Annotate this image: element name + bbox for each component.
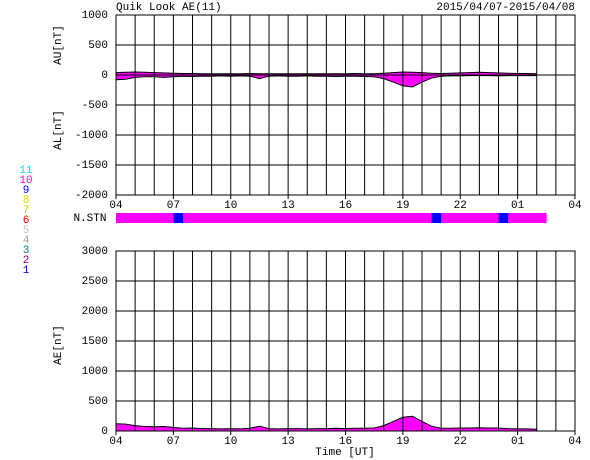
- station-cell: [355, 213, 365, 223]
- station-cell: [326, 213, 337, 223]
- x-tick-label: 10: [224, 436, 237, 448]
- station-cell: [441, 213, 451, 223]
- station-cell: [383, 213, 394, 223]
- station-cell: [163, 213, 174, 223]
- x-tick-label: 22: [454, 436, 467, 448]
- station-cell: [527, 213, 538, 223]
- station-cell: [450, 213, 461, 223]
- y-tick-label: 1500: [82, 336, 108, 348]
- y-tick-label: 1000: [82, 366, 108, 378]
- station-cell: [345, 213, 356, 223]
- station-cell: [144, 213, 155, 223]
- x-tick-label: 01: [511, 436, 525, 448]
- chart-title: Quik Look AE(11): [116, 2, 222, 14]
- x-tick-label: 07: [167, 436, 180, 448]
- station-cell: [202, 213, 212, 223]
- station-legend-entry: 11: [19, 165, 33, 177]
- station-cell: [135, 213, 145, 223]
- y-tick-label: 500: [88, 40, 108, 52]
- y-tick-label: -500: [82, 100, 108, 112]
- date-range: 2015/04/07-2015/04/08: [436, 2, 575, 14]
- station-legend-entry: 5: [23, 225, 30, 237]
- station-cell: [364, 213, 375, 223]
- x-tick-label: 19: [396, 436, 409, 448]
- station-cell: [393, 213, 404, 223]
- station-cell: [412, 213, 423, 223]
- station-cell: [249, 213, 260, 223]
- station-cell: [211, 213, 222, 223]
- station-cell: [402, 213, 413, 223]
- x-tick-label: 07: [167, 200, 180, 212]
- x-axis-label: Time [UT]: [315, 447, 374, 459]
- station-cell: [498, 213, 509, 223]
- station-cell: [173, 213, 184, 223]
- x-tick-label: 04: [568, 200, 582, 212]
- station-cell: [192, 213, 203, 223]
- x-tick-label: 13: [282, 436, 295, 448]
- y-tick-label: 3000: [82, 246, 108, 258]
- x-tick-label: 16: [339, 436, 352, 448]
- station-cell: [431, 213, 442, 223]
- y-axis-label: AU[nT]: [53, 25, 65, 65]
- station-cell: [125, 213, 136, 223]
- x-tick-label: 22: [454, 200, 467, 212]
- y-tick-label: 0: [101, 426, 108, 438]
- y-axis-label: AE[nT]: [53, 325, 65, 365]
- station-cell: [488, 213, 499, 223]
- station-cell: [316, 213, 327, 223]
- station-cell: [335, 213, 346, 223]
- station-cell: [297, 213, 308, 223]
- x-tick-label: 04: [568, 436, 582, 448]
- station-cell: [278, 213, 289, 223]
- station-cell: [240, 213, 251, 223]
- plot-frame: [115, 14, 576, 196]
- station-cell: [479, 213, 490, 223]
- y-tick-label: 2500: [82, 276, 108, 288]
- y-tick-label: 1000: [82, 10, 108, 22]
- x-tick-label: 10: [224, 200, 237, 212]
- station-legend-entry: 7: [23, 205, 30, 217]
- station-cell: [154, 213, 165, 223]
- x-tick-label: 19: [396, 200, 409, 212]
- station-legend-entry: 2: [23, 255, 30, 267]
- x-tick-label: 04: [109, 436, 123, 448]
- x-tick-label: 04: [109, 200, 123, 212]
- y-tick-label: -1000: [75, 130, 108, 142]
- station-cell: [374, 213, 385, 223]
- y-tick-label: 2000: [82, 306, 108, 318]
- station-legend-entry: 3: [23, 245, 30, 257]
- strip-label: N.STN: [73, 213, 106, 225]
- y-tick-label: 500: [88, 396, 108, 408]
- station-cell: [307, 213, 318, 223]
- station-cell: [269, 213, 279, 223]
- station-cell: [182, 213, 193, 223]
- station-cell: [536, 213, 547, 223]
- station-cell: [230, 213, 241, 223]
- station-legend-entry: 6: [23, 215, 30, 227]
- station-cell: [508, 213, 518, 223]
- station-cell: [517, 213, 528, 223]
- station-legend-entry: 9: [23, 185, 30, 197]
- y-tick-label: 0: [101, 70, 108, 82]
- station-legend-entry: 8: [23, 195, 30, 207]
- station-cell: [288, 213, 298, 223]
- y-tick-label: -1500: [75, 160, 108, 172]
- plot-frame: [115, 250, 576, 432]
- station-cell: [460, 213, 471, 223]
- station-cell: [469, 213, 480, 223]
- station-cell: [221, 213, 232, 223]
- station-cell: [116, 213, 126, 223]
- x-tick-label: 13: [282, 200, 295, 212]
- station-legend-entry: 10: [19, 175, 32, 187]
- station-legend-entry: 4: [23, 235, 30, 247]
- station-cell: [259, 213, 270, 223]
- y-tick-label: -2000: [75, 190, 108, 202]
- x-tick-label: 01: [511, 200, 525, 212]
- station-cell: [422, 213, 432, 223]
- area: [116, 416, 537, 431]
- y-axis-label: AL[nT]: [53, 110, 65, 150]
- station-legend-entry: 1: [23, 265, 30, 277]
- x-tick-label: 16: [339, 200, 352, 212]
